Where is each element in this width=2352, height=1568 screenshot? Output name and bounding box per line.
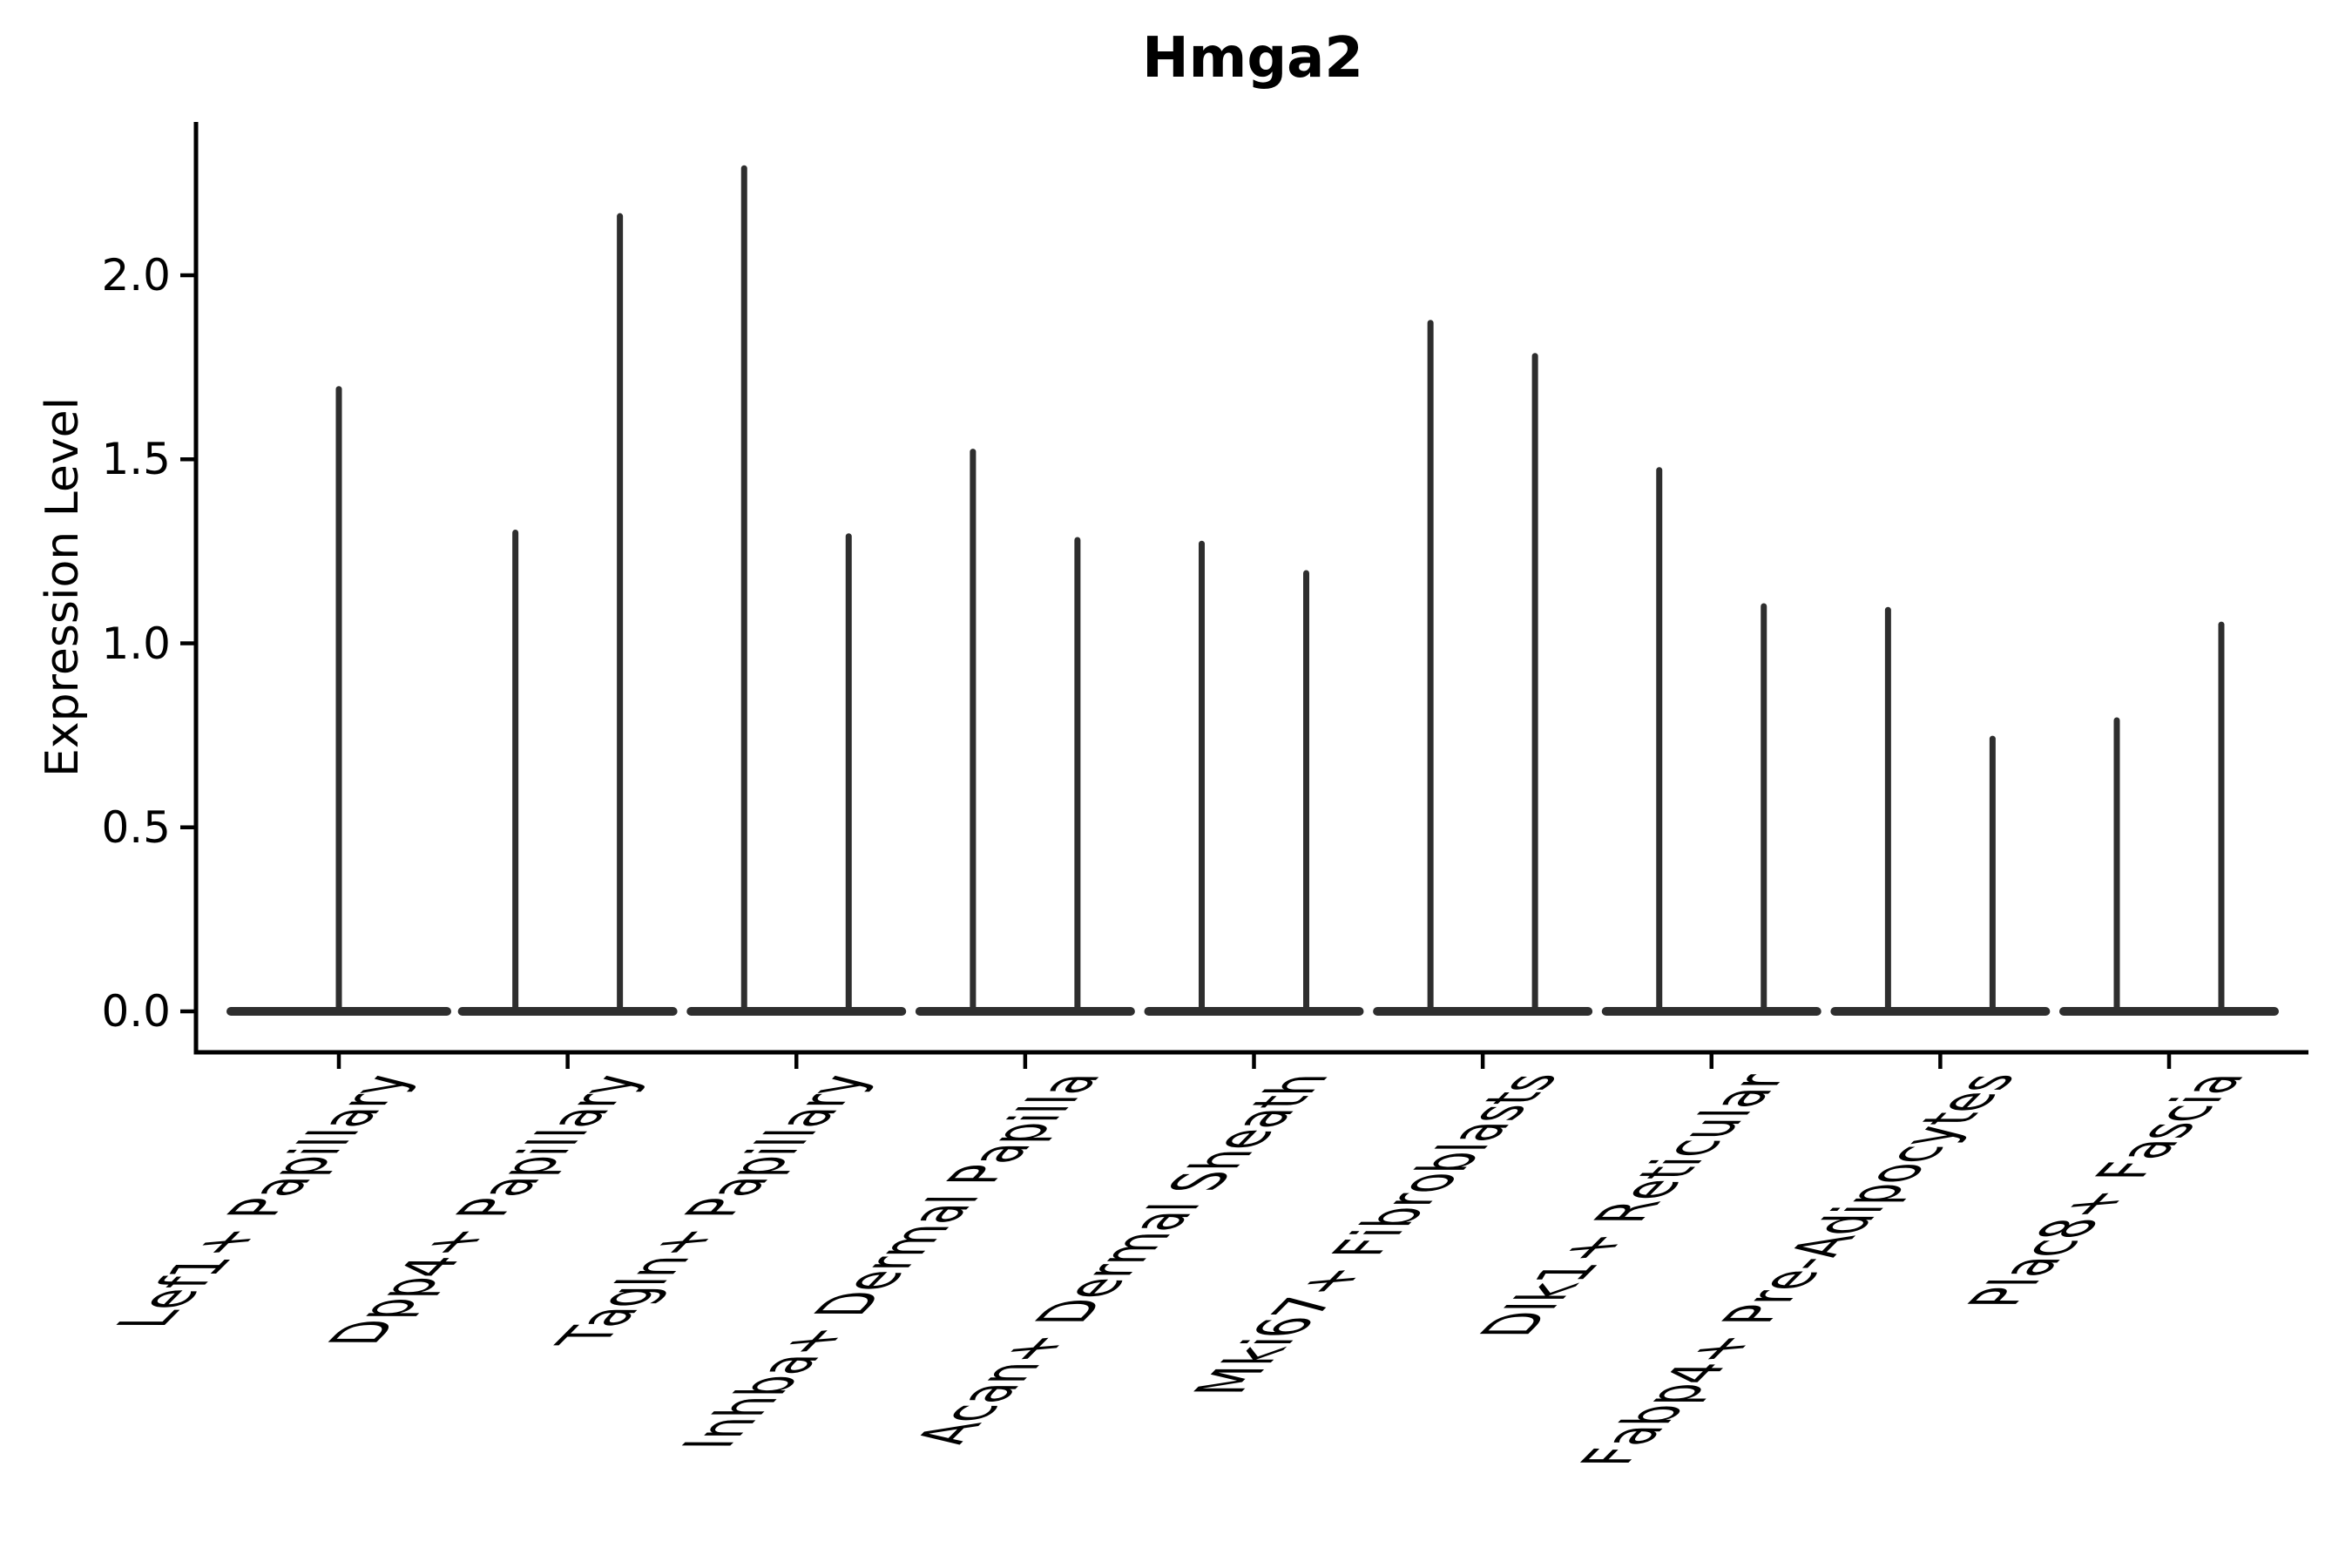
y-tick-label: 0.5 <box>101 801 171 853</box>
y-tick-label: 2.0 <box>101 250 171 301</box>
y-axis-label: Expression Level <box>37 396 89 778</box>
y-tick-label: 0.0 <box>101 986 171 1037</box>
y-tick-label: 1.0 <box>101 618 171 669</box>
y-tick-label: 1.5 <box>101 434 171 485</box>
plot-title: Hmga2 <box>1142 26 1363 91</box>
